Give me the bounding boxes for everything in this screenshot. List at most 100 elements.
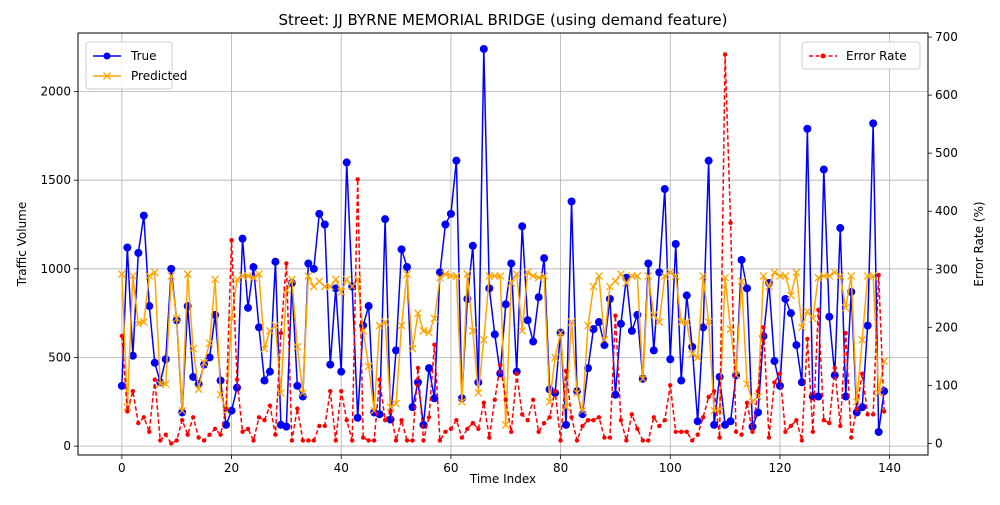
data-point — [393, 438, 399, 443]
data-point — [638, 374, 647, 383]
legend-right-box — [801, 41, 921, 70]
data-point — [726, 417, 735, 426]
data-point — [234, 377, 240, 382]
data-point — [646, 438, 651, 443]
data-point — [364, 302, 373, 311]
data-point — [865, 412, 870, 417]
data-point — [414, 378, 422, 387]
data-point — [178, 406, 187, 415]
data-point — [540, 271, 549, 280]
data-point — [381, 215, 390, 224]
data-point — [869, 119, 878, 128]
x-tick-label: 100 — [659, 461, 682, 475]
data-point — [710, 420, 719, 429]
data-point — [196, 435, 201, 440]
data-point — [874, 427, 883, 436]
data-point — [240, 429, 245, 434]
data-point — [278, 330, 284, 336]
x-tick-label: 40 — [334, 461, 349, 475]
data-point — [596, 415, 602, 420]
data-point — [333, 438, 338, 443]
data-point — [382, 417, 388, 423]
data-point — [167, 271, 176, 280]
data-point — [194, 385, 203, 394]
data-point — [666, 355, 675, 364]
data-point — [821, 417, 827, 423]
data-point — [207, 432, 212, 437]
data-point — [337, 287, 346, 296]
data-point — [600, 341, 609, 350]
data-point — [805, 336, 810, 342]
data-point — [786, 309, 795, 318]
data-point — [693, 353, 702, 362]
data-point — [501, 420, 510, 429]
data-point — [189, 372, 198, 381]
data-point — [717, 435, 722, 440]
data-point — [386, 415, 395, 424]
y2-tick-label: 100 — [935, 378, 958, 392]
data-point — [190, 415, 196, 420]
data-point — [377, 377, 382, 382]
data-point — [397, 321, 406, 330]
data-point — [766, 435, 772, 440]
data-point — [567, 318, 576, 326]
data-point — [814, 273, 823, 282]
data-point — [435, 268, 444, 277]
data-point — [880, 387, 889, 396]
data-point — [772, 380, 777, 385]
data-point — [189, 344, 198, 353]
data-point — [386, 403, 395, 412]
data-point — [794, 417, 799, 423]
data-point — [803, 124, 812, 133]
series-error-rate — [119, 52, 887, 446]
data-point — [468, 241, 477, 250]
x-tick-label: 20 — [224, 461, 239, 475]
data-point — [158, 438, 163, 443]
data-point — [238, 234, 247, 243]
data-point — [465, 426, 470, 432]
data-point — [425, 328, 433, 337]
data-point — [426, 415, 432, 420]
data-point — [463, 270, 472, 279]
y2-tick-label: 0 — [935, 436, 943, 450]
data-point — [689, 438, 695, 443]
data-point — [503, 397, 508, 403]
data-point — [432, 342, 437, 347]
data-point — [852, 408, 861, 417]
data-point — [309, 264, 318, 273]
data-point — [569, 415, 574, 420]
data-point — [128, 351, 137, 360]
data-point — [448, 426, 454, 432]
data-point — [534, 293, 543, 302]
data-point — [644, 259, 653, 268]
data-point — [881, 409, 887, 414]
data-point — [775, 381, 784, 390]
data-point — [808, 314, 817, 323]
data-point — [662, 417, 667, 423]
data-point — [353, 413, 362, 422]
data-point — [139, 318, 148, 326]
data-point — [267, 403, 273, 408]
data-point — [523, 316, 532, 325]
data-point — [732, 371, 741, 380]
data-point — [827, 420, 832, 426]
data-point — [523, 268, 532, 277]
data-point — [786, 291, 795, 300]
data-point — [551, 353, 560, 362]
data-point — [139, 211, 148, 220]
data-point — [874, 388, 883, 397]
data-point — [859, 371, 865, 376]
data-point — [452, 271, 461, 280]
data-point — [721, 273, 730, 282]
data-point — [584, 321, 592, 330]
data-point — [616, 270, 625, 279]
data-point — [342, 275, 351, 284]
data-point — [743, 284, 752, 293]
data-point — [485, 284, 494, 293]
data-point — [399, 417, 404, 423]
data-point — [134, 248, 143, 257]
data-point — [392, 399, 401, 408]
data-point — [830, 268, 839, 277]
data-point — [492, 397, 497, 403]
